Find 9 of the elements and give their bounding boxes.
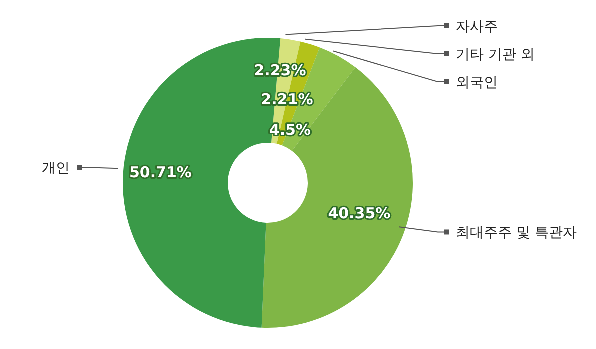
data-label: 2.21% [261,90,314,109]
slice-label: 개인 [42,160,70,177]
slice-label: 자사주 [456,19,498,35]
slice-label: 최대주주 및 특관자 [456,225,577,242]
slice-label: 기타 기관 외 [456,47,535,63]
data-label: 50.71% [129,163,192,182]
data-label: 40.35% [328,204,391,223]
slice-label: 외국인 [456,75,498,91]
data-label: 4.5% [269,121,312,140]
